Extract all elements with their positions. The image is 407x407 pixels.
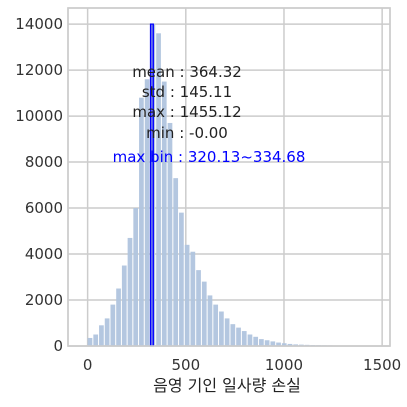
- histogram-bar: [241, 331, 247, 346]
- histogram-bar: [167, 122, 173, 346]
- histogram-bar: [116, 288, 121, 346]
- histogram-bar: [190, 251, 196, 346]
- histogram-bar: [196, 270, 201, 346]
- histogram-bar: [99, 325, 104, 346]
- histogram-bar: [93, 334, 99, 346]
- histogram-bar: [259, 339, 264, 346]
- stat-std: std : 145.11: [142, 83, 232, 101]
- histogram-bar: [156, 33, 161, 347]
- y-tick-label: 4000: [25, 245, 63, 263]
- histogram-bar: [161, 81, 167, 346]
- plot-background: [67, 7, 391, 347]
- histogram-bar: [264, 340, 270, 346]
- y-tick-label: 6000: [25, 199, 63, 217]
- histogram-bar: [276, 342, 281, 346]
- histogram-bar: [121, 265, 127, 346]
- y-axis-ticks: 0 2000 4000 6000 8000 10000 12000 14000: [15, 15, 63, 355]
- stat-mean: mean : 364.32: [132, 63, 242, 81]
- histogram-bar: [224, 318, 230, 346]
- y-tick-label: 2000: [25, 291, 63, 309]
- histogram-bar: [110, 304, 116, 346]
- histogram-bar: [179, 212, 184, 346]
- histogram-bar: [230, 324, 236, 346]
- y-tick-label: 12000: [15, 61, 63, 79]
- x-tick-label: 0: [83, 356, 93, 374]
- x-tick-label: 1500: [363, 356, 401, 374]
- histogram-bar: [207, 295, 213, 346]
- stat-max-bin: max bin : 320.13~334.68: [113, 148, 306, 166]
- histogram-bar: [184, 244, 190, 346]
- histogram-bar: [144, 79, 150, 347]
- y-tick-label: 0: [53, 337, 63, 355]
- histogram-bar: [201, 281, 207, 346]
- x-axis-ticks: 0 500 1000 1500: [83, 356, 401, 374]
- y-tick-label: 10000: [15, 107, 63, 125]
- stat-min: min : -0.00: [146, 124, 228, 142]
- histogram-bar: [87, 337, 93, 346]
- histogram-bar: [139, 97, 144, 347]
- histogram-bar: [287, 343, 293, 346]
- y-tick-label: 14000: [15, 15, 63, 33]
- histogram-bar: [270, 341, 276, 346]
- histogram-bar: [127, 237, 133, 346]
- x-tick-label: 500: [171, 356, 200, 374]
- histogram-bar: [247, 334, 253, 346]
- plot-frame: [67, 7, 391, 347]
- histogram-bar: [213, 304, 219, 346]
- histogram-bar: [104, 318, 110, 346]
- histogram-bar: [133, 208, 139, 346]
- histogram-bar: [219, 311, 224, 346]
- y-tick-label: 8000: [25, 153, 63, 171]
- x-axis-label: 음영 기인 일사량 손실: [153, 376, 301, 395]
- stats-annotation: mean : 364.32 std : 145.11 max : 1455.12…: [113, 63, 306, 166]
- stat-max: max : 1455.12: [132, 103, 241, 121]
- histogram-bar: [281, 343, 287, 346]
- histogram-bar: [173, 178, 179, 346]
- histogram-bar: [236, 327, 241, 346]
- x-tick-label: 1000: [265, 356, 303, 374]
- histogram-bar: [253, 336, 259, 346]
- histogram-bar: [293, 344, 299, 346]
